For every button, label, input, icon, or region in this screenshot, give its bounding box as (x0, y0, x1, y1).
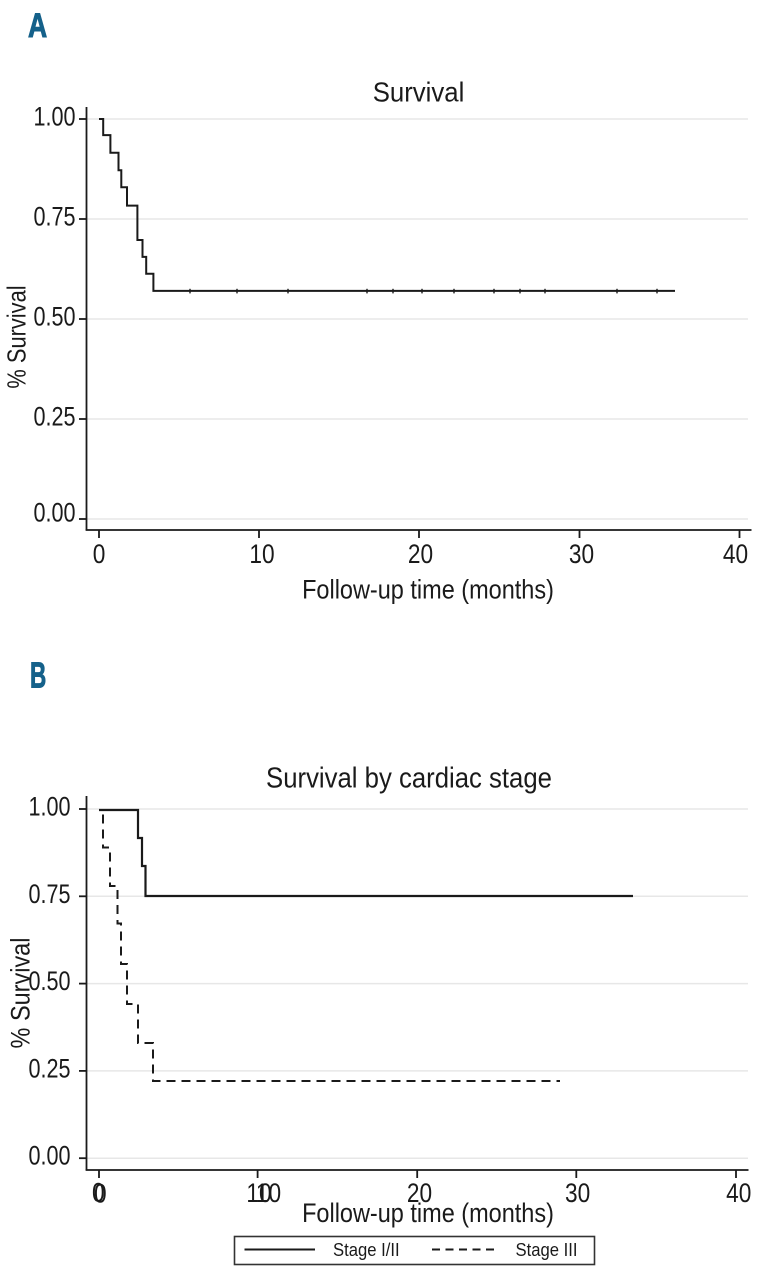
svg-text:30: 30 (565, 1178, 590, 1208)
svg-text:40: 40 (723, 539, 748, 569)
svg-text:20: 20 (408, 539, 433, 569)
svg-text:0.25: 0.25 (28, 1054, 70, 1084)
svg-text:Survival by cardiac stage: Survival by cardiac stage (266, 761, 552, 794)
svg-text:0: 0 (92, 1178, 105, 1208)
svg-text:Survival: Survival (373, 77, 465, 108)
svg-text:% Survival: % Survival (6, 938, 36, 1049)
svg-text:0.75: 0.75 (28, 880, 70, 910)
svg-text:1.00: 1.00 (28, 792, 70, 822)
svg-text:0: 0 (93, 539, 106, 569)
svg-text:0.50: 0.50 (28, 967, 70, 997)
svg-text:Follow-up time (months): Follow-up time (months) (302, 575, 554, 605)
svg-text:% Survival: % Survival (3, 285, 32, 388)
svg-text:0.75: 0.75 (33, 202, 75, 232)
svg-text:A: A (28, 7, 47, 45)
svg-text:10: 10 (246, 1178, 271, 1208)
svg-text:0: 0 (94, 1179, 107, 1209)
svg-text:0.25: 0.25 (33, 402, 75, 432)
svg-text:Stage I/II: Stage I/II (333, 1239, 400, 1260)
svg-text:Follow-up time (months): Follow-up time (months) (302, 1199, 554, 1229)
svg-text:30: 30 (569, 539, 594, 569)
svg-text:0.00: 0.00 (33, 498, 75, 528)
svg-text:B: B (30, 656, 46, 696)
svg-text:10: 10 (249, 539, 274, 569)
svg-text:Stage III: Stage III (516, 1239, 578, 1260)
svg-text:20: 20 (407, 1178, 432, 1208)
svg-text:0.50: 0.50 (33, 302, 75, 332)
svg-text:40: 40 (726, 1178, 751, 1208)
svg-text:0.00: 0.00 (28, 1142, 70, 1172)
svg-text:1.00: 1.00 (33, 102, 75, 132)
svg-text:10: 10 (256, 1178, 281, 1208)
